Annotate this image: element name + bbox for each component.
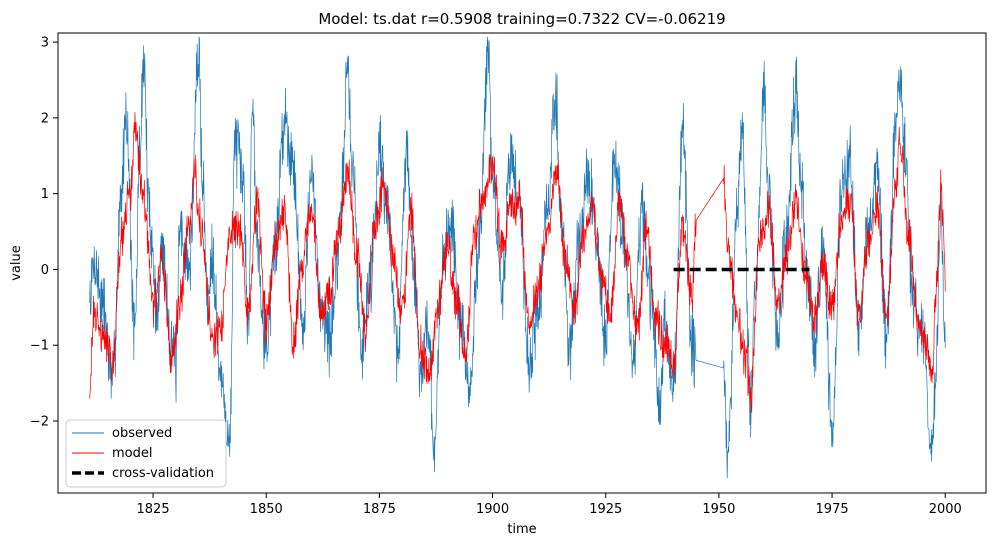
x-tick-label-2000: 2000	[929, 502, 962, 517]
plot-series	[89, 36, 946, 479]
chart-title: Model: ts.dat r=0.5908 training=0.7322 C…	[318, 10, 725, 28]
y-axis-label: value	[9, 245, 24, 281]
x-tick-label-1900: 1900	[476, 502, 509, 517]
legend-label-cross-validation: cross-validation	[112, 466, 214, 481]
y-tick-label-2: 2	[41, 111, 49, 126]
legend-label-model: model	[112, 446, 152, 461]
x-tick-label-1950: 1950	[702, 502, 735, 517]
y-tick-label-1: 1	[41, 187, 49, 202]
x-tick-label-1975: 1975	[816, 502, 849, 517]
series-model-line	[89, 112, 946, 413]
series-observed-line	[89, 36, 946, 479]
y-tick-label-0: 0	[41, 263, 49, 278]
y-tick-label--1: −1	[30, 339, 49, 354]
x-tick-label-1875: 1875	[363, 502, 396, 517]
legend-label-observed: observed	[112, 426, 172, 441]
x-axis-label: time	[507, 522, 536, 537]
y-axis: −2 −1 0 1 2 3	[30, 36, 58, 430]
y-tick-label-3: 3	[41, 36, 49, 51]
x-tick-label-1925: 1925	[589, 502, 622, 517]
x-tick-label-1825: 1825	[137, 502, 170, 517]
x-tick-label-1850: 1850	[250, 502, 283, 517]
plot-frame	[57, 32, 987, 494]
legend: observed model cross-validation	[65, 419, 227, 488]
x-axis: 1825 1850 1875 1900 1925 1950 1975 2000	[137, 493, 962, 517]
y-tick-label--2: −2	[30, 415, 49, 430]
legend-box	[65, 419, 227, 488]
